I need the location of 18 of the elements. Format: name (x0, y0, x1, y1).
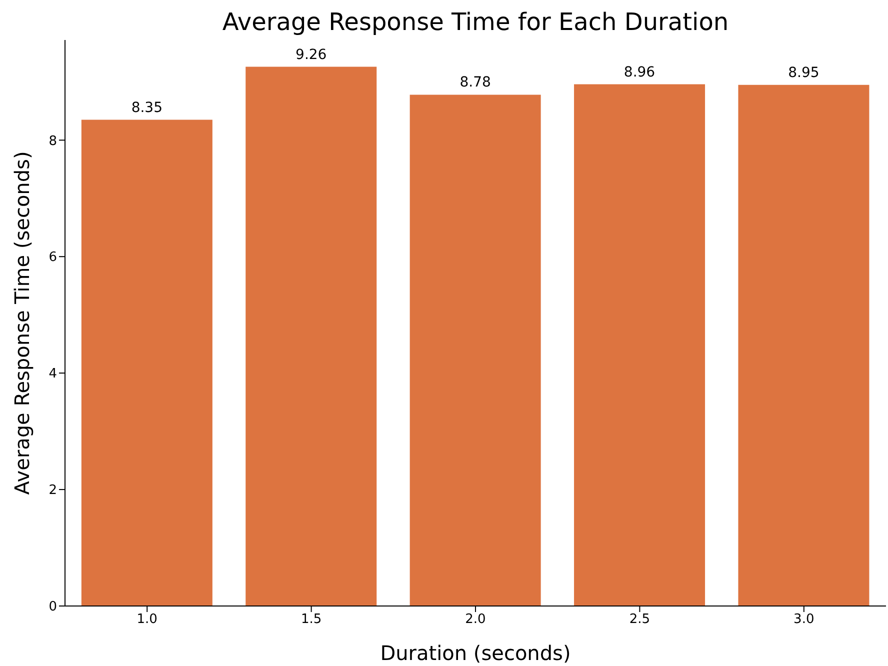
data-label: 8.96 (624, 64, 656, 80)
x-tick-label: 3.0 (794, 612, 814, 628)
x-tick-label: 2.5 (629, 612, 650, 628)
data-label: 8.95 (788, 64, 820, 81)
y-tick-label: 0 (48, 600, 57, 615)
chart-title: Average Response Time for Each Duration (221, 8, 730, 36)
y-tick-label: 2 (48, 483, 57, 498)
data-label: 8.78 (460, 74, 491, 91)
y-tick-label: 4 (48, 366, 57, 382)
data-label: 8.35 (131, 100, 163, 116)
x-axis-title: Duration (seconds) (380, 641, 571, 665)
y-tick-label: 8 (48, 134, 57, 149)
x-tick-label: 1.0 (136, 612, 158, 628)
x-tick-label: 2.0 (465, 612, 486, 628)
y-tick-label: 6 (48, 250, 57, 266)
data-label: 9.26 (296, 46, 327, 63)
x-tick-label: 1.5 (300, 612, 322, 628)
y-axis-title: Average Response Time (seconds) (10, 151, 34, 495)
